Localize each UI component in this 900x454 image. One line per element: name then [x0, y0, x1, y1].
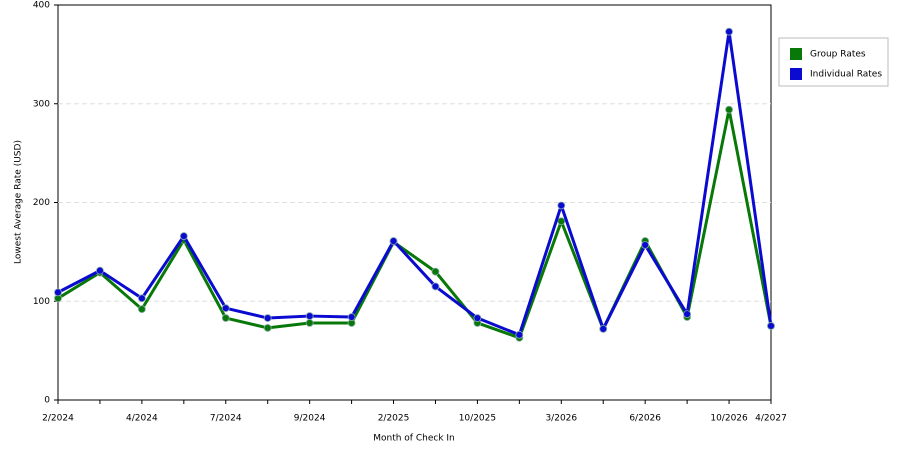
data-point — [54, 288, 62, 297]
legend-swatch — [790, 68, 802, 80]
data-point — [347, 313, 356, 321]
y-tick-label: 400 — [33, 1, 50, 11]
data-point — [641, 241, 650, 249]
x-tick-label: 10/2026 — [710, 414, 748, 424]
series-line — [57, 108, 773, 340]
x-tick-label: 2/2025 — [378, 414, 410, 424]
data-point — [263, 314, 272, 322]
data-point — [431, 267, 440, 276]
legend-label: Group Rates — [810, 50, 866, 60]
data-point — [431, 282, 440, 291]
data-point — [263, 324, 272, 332]
data-point — [221, 304, 230, 313]
data-point — [725, 105, 733, 114]
data-point — [473, 314, 482, 322]
legend-label: Individual Rates — [810, 70, 882, 80]
data-point — [179, 232, 188, 240]
data-point — [389, 237, 398, 245]
data-point — [305, 319, 314, 327]
x-tick-label: 6/2026 — [629, 414, 661, 424]
legend-swatch — [790, 48, 802, 60]
y-tick-label: 100 — [33, 297, 50, 307]
x-tick-label: 4/2027 — [755, 414, 787, 424]
data-point — [767, 322, 775, 330]
x-tick-label: 7/2024 — [210, 414, 242, 424]
y-tick-label: 300 — [33, 99, 50, 109]
data-point — [221, 314, 230, 322]
x-tick-label: 10/2025 — [459, 414, 496, 424]
data-point — [137, 305, 146, 314]
data-point — [96, 266, 104, 275]
x-tick-label: 3/2026 — [545, 414, 577, 424]
data-point — [725, 27, 733, 36]
y-axis-label: Lowest Average Rate (USD) — [14, 140, 24, 264]
series-line — [57, 30, 773, 337]
data-point — [515, 330, 524, 339]
data-point — [599, 324, 608, 333]
y-tick-label: 0 — [44, 396, 50, 406]
y-tick-label: 200 — [33, 198, 50, 208]
x-tick-label: 4/2024 — [126, 414, 158, 424]
x-tick-label: 2/2024 — [42, 414, 74, 424]
x-tick-label: 9/2024 — [294, 414, 326, 424]
x-axis-label: Month of Check In — [373, 434, 455, 444]
data-point — [683, 310, 692, 318]
data-point — [137, 294, 146, 303]
data-point — [557, 217, 566, 226]
data-point — [557, 201, 566, 210]
data-point — [305, 312, 314, 320]
